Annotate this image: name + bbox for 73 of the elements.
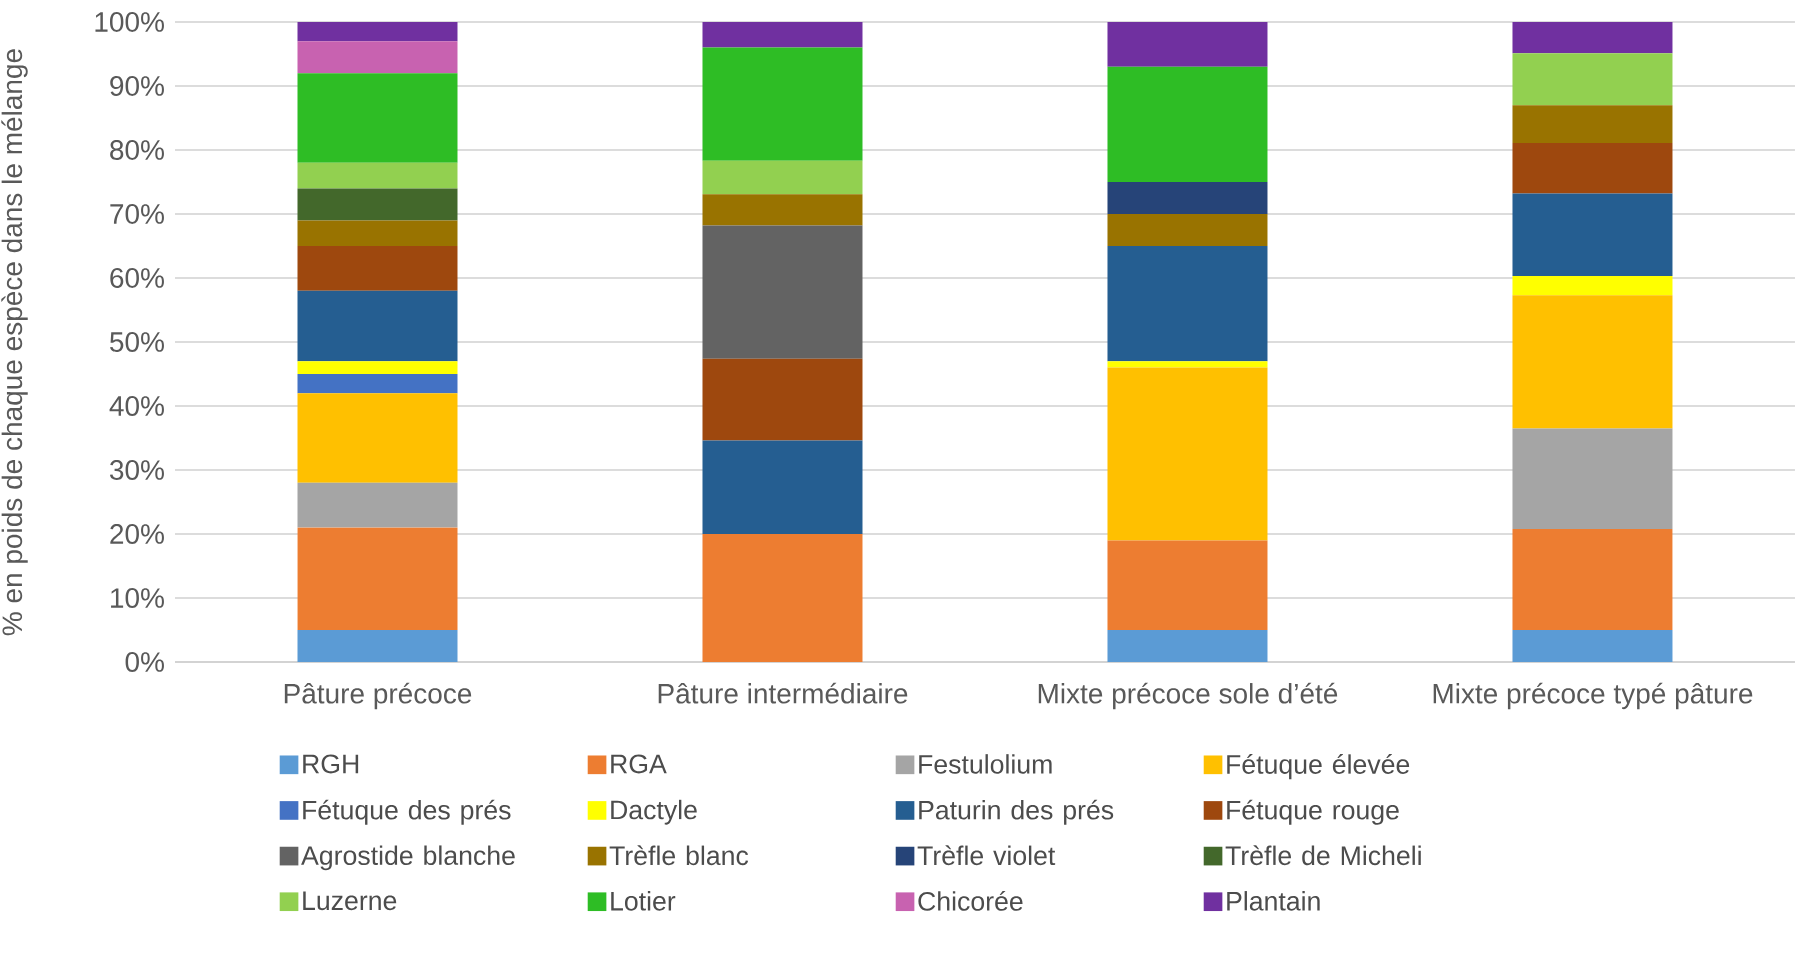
bar bbox=[1512, 193, 1673, 277]
legend-label: RGH bbox=[303, 754, 359, 774]
y-tick-label: 90% bbox=[110, 76, 164, 96]
bar bbox=[297, 245, 458, 291]
bar bbox=[1107, 361, 1268, 368]
y-tick-label: 0% bbox=[125, 652, 164, 672]
legend-label: Paturin des prés bbox=[919, 799, 1114, 825]
bar bbox=[297, 630, 458, 662]
bar bbox=[1512, 295, 1673, 429]
bar bbox=[297, 41, 458, 74]
x-tick-label: Pâture précoce bbox=[284, 682, 472, 710]
y-tick-label: 60% bbox=[110, 268, 164, 288]
y-tick-label: 100% bbox=[95, 12, 164, 32]
bar bbox=[1512, 428, 1673, 529]
legend-label: Agrostide blanche bbox=[301, 845, 515, 871]
bar bbox=[702, 21, 863, 48]
bar bbox=[297, 188, 458, 221]
bar bbox=[702, 47, 863, 161]
bar bbox=[1512, 142, 1673, 194]
legend-label: RGA bbox=[611, 754, 667, 774]
y-axis-title: % en poids de chaque espèce dans le mélange bbox=[1, 49, 28, 636]
bar bbox=[297, 374, 458, 394]
x-tick-label: Pâture intermédiaire bbox=[658, 682, 908, 704]
bar bbox=[297, 220, 458, 246]
bar bbox=[702, 358, 863, 441]
bar bbox=[1107, 66, 1268, 182]
legend-label: Fétuque élevée bbox=[1227, 754, 1410, 780]
legend-label: Luzerne bbox=[303, 891, 397, 911]
bar bbox=[702, 225, 863, 359]
bar bbox=[702, 194, 863, 226]
legend-label: Fétuque rouge bbox=[1227, 799, 1399, 825]
bar bbox=[1107, 540, 1268, 630]
bar bbox=[297, 290, 458, 362]
bar bbox=[1512, 105, 1673, 143]
legend-label: Trèfle violet bbox=[917, 845, 1056, 866]
bar bbox=[702, 160, 863, 195]
bar bbox=[1107, 21, 1268, 67]
legend-label: Trèfle blanc bbox=[609, 845, 749, 866]
bar bbox=[1512, 528, 1673, 630]
bar bbox=[297, 21, 458, 42]
y-tick-label: 70% bbox=[110, 204, 164, 224]
y-tick-label: 20% bbox=[110, 524, 164, 544]
bar bbox=[297, 361, 458, 374]
y-tick-label: 30% bbox=[109, 460, 164, 480]
legend-label: Lotier bbox=[611, 891, 676, 911]
bar bbox=[297, 393, 458, 483]
legend-label: Fétuque des prés bbox=[303, 799, 511, 825]
bar bbox=[297, 73, 458, 163]
legend-label: Plantain bbox=[1227, 891, 1320, 911]
y-tick-label: 50% bbox=[110, 332, 164, 352]
bar bbox=[1512, 21, 1673, 54]
legend-label: Chicorée bbox=[918, 890, 1023, 911]
bar bbox=[1107, 367, 1268, 541]
y-tick-label: 80% bbox=[110, 140, 164, 160]
y-tick-label: 40% bbox=[109, 396, 164, 416]
bar bbox=[297, 527, 458, 630]
x-tick-label: Mixte précoce sole d’été bbox=[1038, 682, 1338, 710]
bar bbox=[1107, 181, 1268, 214]
bar bbox=[1512, 630, 1673, 662]
x-tick-label: Mixte précoce typé pâture bbox=[1433, 682, 1753, 710]
bar bbox=[1107, 213, 1268, 246]
y-tick-label: 10% bbox=[111, 588, 164, 608]
legend-label: Trèfle de Micheli bbox=[1225, 845, 1421, 866]
bar bbox=[297, 162, 458, 189]
legend-label: Dactyle bbox=[611, 799, 697, 825]
bar bbox=[702, 440, 863, 534]
legend-label: Festulolium bbox=[919, 754, 1052, 774]
bar bbox=[1107, 630, 1268, 662]
bar bbox=[1107, 245, 1268, 362]
bar bbox=[1512, 53, 1673, 106]
bar bbox=[297, 482, 458, 528]
bar bbox=[1512, 276, 1673, 296]
bar bbox=[702, 533, 863, 662]
